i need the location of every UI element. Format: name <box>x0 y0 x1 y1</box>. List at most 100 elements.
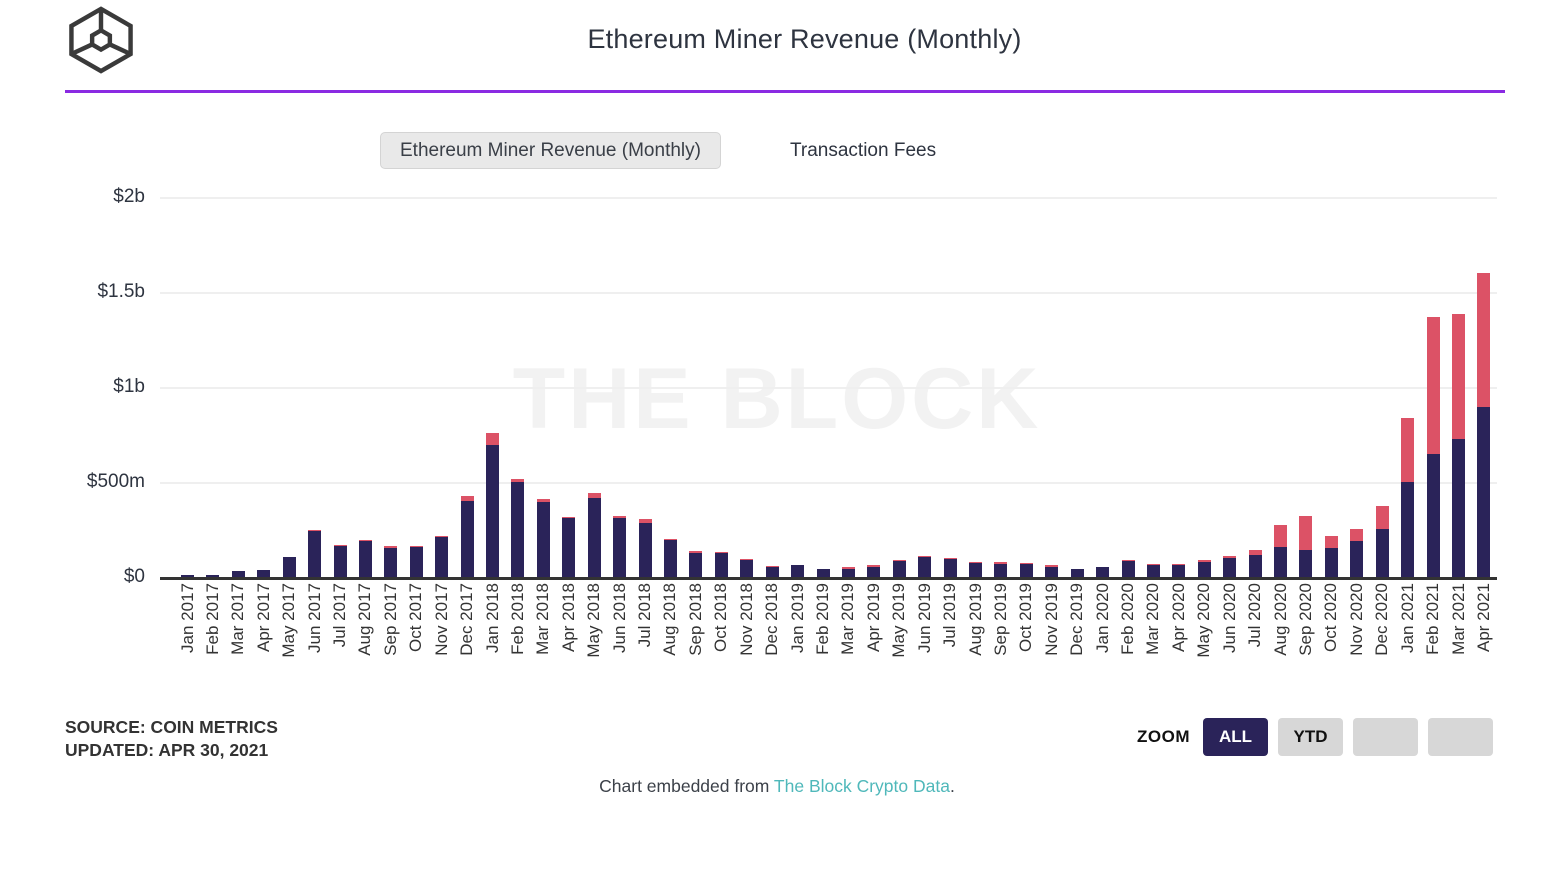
bar-jul-2020[interactable] <box>1248 550 1262 577</box>
x-axis-label: Jan 2018 <box>482 583 502 653</box>
bar-segment-transaction-fees <box>308 530 322 531</box>
x-axis-label: Feb 2018 <box>507 583 527 655</box>
bar-segment-miner-revenue <box>562 518 576 577</box>
bar-nov-2020[interactable] <box>1350 529 1364 577</box>
x-axis-label: Feb 2021 <box>1423 583 1443 655</box>
bar-mar-2017[interactable] <box>231 571 245 577</box>
bar-mar-2021[interactable] <box>1452 314 1465 577</box>
bar-jun-2018[interactable] <box>613 516 627 577</box>
bar-may-2018[interactable] <box>587 493 601 577</box>
x-axis-label: Feb 2020 <box>1118 583 1138 655</box>
zoom-blank-button-1[interactable] <box>1353 718 1418 756</box>
zoom-all-button[interactable]: ALL <box>1203 718 1268 756</box>
bar-segment-transaction-fees <box>536 499 550 502</box>
bar-jul-2019[interactable] <box>943 558 957 577</box>
bar-may-2020[interactable] <box>1197 560 1211 577</box>
bar-segment-transaction-fees <box>943 558 957 559</box>
bar-segment-miner-revenue <box>1299 550 1313 577</box>
bar-mar-2018[interactable] <box>536 499 550 577</box>
bar-aug-2017[interactable] <box>358 540 372 577</box>
bar-segment-transaction-fees <box>1197 560 1211 562</box>
bar-sep-2019[interactable] <box>994 562 1008 577</box>
bar-segment-miner-revenue <box>181 575 194 577</box>
bar-feb-2018[interactable] <box>511 479 525 577</box>
bar-feb-2019[interactable] <box>816 569 830 577</box>
bar-apr-2017[interactable] <box>257 570 271 577</box>
bar-jan-2018[interactable] <box>486 433 500 577</box>
bar-segment-miner-revenue <box>816 569 830 577</box>
x-axis-label: Apr 2018 <box>558 583 578 652</box>
bar-nov-2017[interactable] <box>435 536 449 577</box>
x-axis-label: Jun 2020 <box>1219 583 1239 653</box>
bar-feb-2021[interactable] <box>1426 317 1440 577</box>
bar-segment-miner-revenue <box>1172 565 1186 577</box>
x-axis-label: Jul 2020 <box>1245 583 1265 648</box>
bar-segment-miner-revenue <box>409 547 423 577</box>
bar-segment-miner-revenue <box>384 548 398 577</box>
bar-mar-2020[interactable] <box>1146 564 1160 577</box>
bar-apr-2020[interactable] <box>1172 564 1186 577</box>
bar-jun-2017[interactable] <box>308 530 322 577</box>
bar-jun-2019[interactable] <box>918 556 932 577</box>
bar-sep-2018[interactable] <box>689 551 703 577</box>
x-axis-label: Nov 2018 <box>736 583 756 656</box>
chart-plot-area <box>160 197 1497 580</box>
bar-oct-2019[interactable] <box>1019 563 1033 577</box>
bar-segment-transaction-fees <box>1299 516 1313 550</box>
x-axis-label: Mar 2020 <box>1143 583 1163 655</box>
bar-sep-2017[interactable] <box>384 546 398 577</box>
bar-sep-2020[interactable] <box>1299 516 1313 577</box>
bar-jun-2020[interactable] <box>1223 556 1237 577</box>
bar-dec-2017[interactable] <box>460 496 474 577</box>
bar-apr-2018[interactable] <box>562 517 576 577</box>
bar-jul-2017[interactable] <box>333 545 347 577</box>
bar-segment-transaction-fees <box>460 496 474 501</box>
bar-jan-2021[interactable] <box>1401 418 1415 577</box>
bar-nov-2018[interactable] <box>740 559 754 577</box>
the-block-crypto-data-link[interactable]: The Block Crypto Data <box>773 776 950 796</box>
bar-aug-2018[interactable] <box>663 539 677 577</box>
bar-dec-2018[interactable] <box>765 566 779 577</box>
x-axis-label: Jun 2019 <box>914 583 934 653</box>
bar-may-2019[interactable] <box>892 560 906 577</box>
source-line: SOURCE: COIN METRICS <box>65 717 278 737</box>
bar-segment-miner-revenue <box>257 570 271 577</box>
bar-nov-2019[interactable] <box>1045 565 1059 577</box>
bar-segment-transaction-fees <box>1324 536 1338 548</box>
bar-feb-2017[interactable] <box>206 575 220 577</box>
bar-oct-2020[interactable] <box>1324 536 1338 577</box>
bar-dec-2019[interactable] <box>1070 569 1084 577</box>
bar-mar-2019[interactable] <box>841 567 855 577</box>
legend-item-miner-revenue[interactable]: Ethereum Miner Revenue (Monthly) <box>380 132 721 169</box>
bar-may-2017[interactable] <box>282 557 296 577</box>
bar-segment-miner-revenue <box>282 557 296 577</box>
bar-segment-transaction-fees <box>486 433 500 445</box>
bar-segment-miner-revenue <box>231 571 245 577</box>
bar-dec-2020[interactable] <box>1375 506 1389 577</box>
y-axis-tick-label: $500m <box>86 471 145 492</box>
bar-segment-miner-revenue <box>613 518 627 577</box>
bar-jul-2018[interactable] <box>638 519 652 577</box>
bar-apr-2021[interactable] <box>1477 273 1491 577</box>
legend-item-transaction-fees[interactable]: Transaction Fees <box>790 140 937 161</box>
bar-aug-2020[interactable] <box>1274 525 1288 577</box>
y-axis-tick-label: $1b <box>113 376 145 397</box>
bar-jan-2017[interactable] <box>181 575 194 577</box>
bar-aug-2019[interactable] <box>969 562 983 577</box>
bar-segment-miner-revenue <box>765 567 779 577</box>
bar-segment-miner-revenue <box>689 553 703 577</box>
bar-segment-transaction-fees <box>918 556 932 557</box>
bar-feb-2020[interactable] <box>1121 560 1135 577</box>
bar-oct-2017[interactable] <box>409 546 423 577</box>
zoom-ytd-button[interactable]: YTD <box>1278 718 1343 756</box>
bar-jan-2020[interactable] <box>1096 567 1110 577</box>
bar-jan-2019[interactable] <box>791 565 805 577</box>
bar-apr-2019[interactable] <box>867 565 881 577</box>
bar-oct-2018[interactable] <box>714 552 728 577</box>
x-axis-label: Jan 2019 <box>787 583 807 653</box>
zoom-blank-button-2[interactable] <box>1428 718 1493 756</box>
bar-segment-transaction-fees <box>1452 314 1465 439</box>
bar-segment-miner-revenue <box>791 565 805 577</box>
x-axis-label: Feb 2019 <box>813 583 832 655</box>
